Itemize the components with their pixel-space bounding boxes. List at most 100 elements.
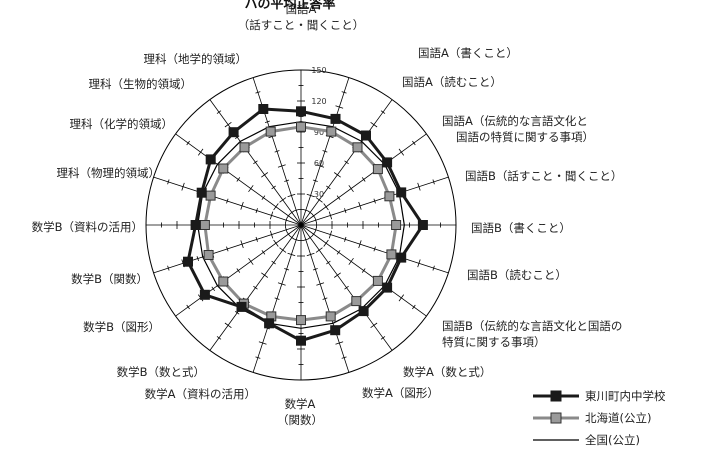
axis-label-17: 理科（化学的領域） (70, 117, 174, 131)
series-0-point-13 (199, 289, 210, 300)
tick-mark (432, 179, 435, 185)
series-layer (183, 104, 428, 346)
tick-mark (236, 177, 241, 182)
tick-label-60: 60 (314, 159, 324, 168)
tick-mark (361, 268, 366, 273)
tick-mark (312, 268, 318, 271)
axis-label-16-line-0: 理科（物理的領域） (57, 166, 161, 180)
tick-mark (261, 250, 266, 255)
tick-mark (253, 160, 258, 165)
series-1-point-18 (239, 142, 250, 153)
tick-label-120: 120 (311, 97, 326, 106)
tick-label-150: 150 (311, 66, 326, 75)
series-1-point-8 (351, 296, 362, 307)
tick-mark (417, 182, 421, 191)
axis-label-0: 国語A （話すこと・聞くこと） (238, 2, 365, 32)
axis-label-14: 数学B（関数） (71, 272, 148, 286)
series-0-point-17 (205, 154, 216, 165)
tick-mark (273, 203, 279, 211)
tick-mark (277, 164, 286, 168)
series-0 (183, 104, 428, 346)
tick-label-30: 30 (314, 190, 324, 199)
tick-mark (328, 211, 333, 220)
axis-label-15-line-0: 数学B（資料の活用） (32, 220, 143, 234)
series-1-point-5 (391, 220, 402, 230)
legend-swatch-series-2 (533, 439, 579, 441)
tick-mark (271, 260, 276, 265)
axis-label-11: 数学A（資料の活用） (145, 387, 256, 401)
tick-mark (167, 265, 170, 271)
series-0-point-10 (296, 335, 306, 346)
series-1-point-7 (372, 275, 383, 286)
tick-mark (287, 193, 296, 198)
tick-mark (344, 236, 347, 242)
series-0-point-19 (258, 104, 269, 114)
tick-mark (236, 268, 241, 273)
series-1-point-14 (203, 250, 214, 260)
series-1 (199, 121, 402, 326)
series-1-point-4 (384, 191, 395, 202)
axis-label-5: 国語B（書くこと） (471, 221, 571, 235)
tick-mark (303, 238, 309, 241)
axis-label-1-line-0: 国語A（書くこと） (418, 46, 518, 60)
series-1-point-6 (386, 249, 397, 260)
axis-label-9: 数学A（図形） (362, 386, 439, 400)
axis-label-6-line-0: 国語B（読むこと） (467, 268, 567, 282)
axis-label-14-line-0: 数学B（関数） (71, 272, 148, 286)
tick-mark (398, 294, 405, 302)
tick-mark (380, 336, 386, 340)
tick-mark (264, 120, 270, 123)
tick-mark (255, 208, 258, 214)
legend-item-series-0: 東川町内中学校 (533, 385, 703, 407)
tick-mark (322, 297, 328, 300)
tick-mark (277, 282, 286, 286)
tick-mark (417, 259, 421, 268)
tick-mark (333, 172, 341, 178)
series-0-point-11 (264, 318, 275, 329)
axis-label-8-line-0: 数学A（数と式） (403, 365, 491, 379)
tick-mark (186, 304, 190, 310)
series-0-point-12 (236, 301, 247, 312)
tick-mark (326, 260, 331, 265)
axis-label-3: 国語A（伝統的な言語文化と国語の特質に関する事項） (442, 114, 594, 144)
series-1-point-17 (218, 163, 229, 174)
tick-mark (287, 252, 296, 257)
tick-mark (258, 341, 267, 345)
axis-label-7-line-0: 国語B（伝統的な言語文化と国語の (442, 319, 622, 333)
legend-label-series-2: 全国(公立) (585, 433, 640, 447)
tick-mark (286, 231, 291, 237)
tick-mark (348, 257, 354, 265)
tick-mark (316, 164, 325, 168)
axis-label-7-line-1: 特質に関する事項） (442, 335, 546, 349)
tick-mark (398, 148, 405, 156)
tick-mark (261, 172, 269, 178)
tick-mark (315, 247, 323, 253)
radial-ticks: 30 60 90 120 150 (161, 66, 441, 365)
tick-mark (328, 230, 333, 239)
tick-mark (216, 110, 222, 114)
axis-label-15: 数学B（資料の活用） (32, 220, 143, 234)
series-1-point-3 (372, 164, 383, 175)
tick-mark (336, 250, 341, 255)
tick-mark (234, 310, 240, 315)
tick-mark (335, 341, 344, 345)
tick-mark (358, 201, 362, 210)
series-0-point-0 (296, 106, 306, 117)
tick-mark (255, 236, 258, 242)
tick-mark (224, 322, 232, 329)
axis-label-5-line-0: 国語B（書くこと） (471, 221, 571, 235)
tick-mark (315, 197, 323, 203)
tick-mark (348, 185, 354, 193)
tick-mark (358, 240, 362, 249)
axis-label-10-line-0: 数学A (285, 397, 316, 411)
tick-mark (186, 140, 190, 146)
series-0-point-7 (382, 282, 393, 293)
series-1-point-19 (265, 126, 276, 137)
tick-mark (341, 91, 347, 94)
axis-label-12: 数学B（数と式） (117, 365, 205, 379)
tick-mark (196, 256, 199, 262)
tick-mark (248, 257, 254, 265)
tick-mark (306, 193, 315, 198)
tick-mark (211, 286, 216, 292)
